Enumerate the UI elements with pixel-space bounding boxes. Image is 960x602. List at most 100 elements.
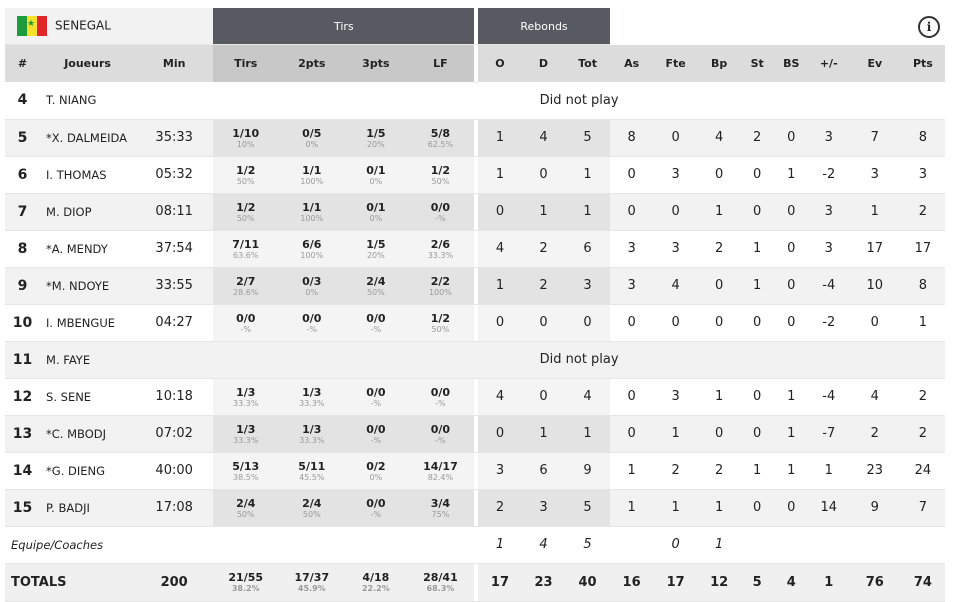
stat-cell: 10	[848, 267, 901, 305]
stat-cell: 1	[697, 526, 741, 564]
column-header[interactable]: Min	[135, 44, 214, 82]
shot-percentage: -%	[370, 324, 382, 334]
stat-cell: 74	[900, 562, 945, 602]
info-icon[interactable]: i	[918, 16, 940, 38]
stat-cell: 3	[521, 489, 566, 527]
player-name[interactable]: *C. MBODJ	[40, 415, 136, 453]
shot-made-attempted: 2/4	[302, 496, 322, 510]
player-row[interactable]: 4 T. NIANG Did not play	[5, 82, 945, 120]
shot-made-attempted: 0/0	[430, 385, 451, 399]
shot-percentage: -%	[435, 398, 446, 408]
stat-cell: 0	[521, 378, 566, 416]
shot-made-attempted: 1/2	[430, 163, 451, 177]
stat-cell: 0	[773, 267, 809, 305]
player-name[interactable]: T. NIANG	[40, 82, 136, 120]
shot-made-attempted: 1/5	[366, 237, 386, 251]
player-name[interactable]: *G. DIENG	[40, 452, 136, 490]
shot-cell: 21/55 38.2%	[213, 562, 279, 602]
player-minutes	[135, 341, 214, 379]
player-name[interactable]: M. FAYE	[40, 341, 136, 379]
shot-made-attempted: 1/2	[236, 200, 256, 214]
player-name[interactable]: S. SENE	[40, 378, 136, 416]
stat-cell: 1	[773, 378, 809, 416]
shot-cell: 1/3 33.3%	[213, 378, 279, 416]
stat-cell: 3	[848, 156, 901, 194]
column-header[interactable]: St	[740, 44, 774, 82]
column-header[interactable]: #	[5, 44, 41, 82]
shot-cell: 1/1 100%	[278, 193, 346, 231]
column-header[interactable]: 2pts	[278, 44, 346, 82]
player-row[interactable]: 14 *G. DIENG 40:00 5/13 38.5% 5/11 45.5% 0/2 0% 1…	[5, 452, 945, 490]
stat-cell: 0	[653, 526, 698, 564]
stat-cell: 3	[808, 119, 849, 157]
shot-cell: 1/3 33.3%	[213, 415, 279, 453]
shot-cell: 0/0 -%	[406, 415, 475, 453]
shot-made-attempted: 0/3	[302, 274, 322, 288]
player-name[interactable]: M. DIOP	[40, 193, 136, 231]
player-row[interactable]: 12 S. SENE 10:18 1/3 33.3% 1/3 33.3% 0/0 -% 0/0 -%…	[5, 378, 945, 416]
column-header[interactable]: Ev	[848, 44, 901, 82]
stat-cell: 2	[740, 119, 774, 157]
player-row[interactable]: 11 M. FAYE Did not play	[5, 341, 945, 379]
shot-cell: 1/2 50%	[213, 193, 279, 231]
stat-cell: 1	[740, 452, 774, 490]
column-header[interactable]: Tot	[565, 44, 610, 82]
shot-percentage: -%	[435, 213, 446, 223]
player-name[interactable]: *A. MENDY	[40, 230, 136, 268]
stat-cell: 0	[773, 193, 809, 231]
column-header[interactable]: As	[609, 44, 654, 82]
stat-cell	[773, 526, 809, 564]
player-row[interactable]: 15 P. BADJI 17:08 2/4 50% 2/4 50% 0/0 -% 3/4 75% 2 3…	[5, 489, 945, 527]
column-header[interactable]: O	[478, 44, 522, 82]
player-row[interactable]: 9 *M. NDOYE 33:55 2/7 28.6% 0/3 0% 2/4 50% 2/2 100…	[5, 267, 945, 305]
column-header[interactable]: Fte	[653, 44, 698, 82]
column-header[interactable]: BS	[773, 44, 809, 82]
player-name[interactable]: I. MBENGUE	[40, 304, 136, 342]
player-row[interactable]: 5 *X. DALMEIDA 35:33 1/10 10% 0/5 0% 1/5 20% 5/8 6…	[5, 119, 945, 157]
player-row[interactable]: 10 I. MBENGUE 04:27 0/0 -% 0/0 -% 0/0 -% 1/2 50% 0 0…	[5, 304, 945, 342]
shot-percentage: 38.2%	[231, 584, 260, 593]
shot-made-attempted: 7/11	[232, 237, 260, 251]
stat-cell: 76	[848, 562, 901, 602]
stat-cell	[808, 526, 849, 564]
player-row[interactable]: 7 M. DIOP 08:11 1/2 50% 1/1 100% 0/1 0% 0/0 -% 0 1 1 0…	[5, 193, 945, 231]
shot-cell: 0/0 -%	[213, 304, 279, 342]
player-row[interactable]: 13 *C. MBODJ 07:02 1/3 33.3% 1/3 33.3% 0/0 -% 0/0…	[5, 415, 945, 453]
shot-made-attempted: 2/7	[236, 274, 256, 288]
shot-made-attempted: 6/6	[302, 237, 322, 251]
stat-cell: 1	[565, 415, 610, 453]
shot-made-attempted: 1/2	[430, 311, 451, 325]
shot-percentage: 0%	[305, 139, 319, 149]
column-header[interactable]: Bp	[697, 44, 741, 82]
player-row[interactable]: 8 *A. MENDY 37:54 7/11 63.6% 6/6 100% 1/5 20% 2/6…	[5, 230, 945, 268]
stat-cell: 0	[609, 378, 654, 416]
player-number: 5	[5, 119, 41, 157]
player-row[interactable]: 6 I. THOMAS 05:32 1/2 50% 1/1 100% 0/1 0% 1/2 50% 1…	[5, 156, 945, 194]
column-header[interactable]: LF	[406, 44, 475, 82]
player-name[interactable]: *X. DALMEIDA	[40, 119, 136, 157]
column-header[interactable]: 3pts	[345, 44, 407, 82]
stat-cell: 0	[773, 119, 809, 157]
shot-made-attempted: 0/0	[236, 311, 256, 325]
stat-cell: 0	[478, 415, 522, 453]
column-header[interactable]: +/-	[808, 44, 849, 82]
shot-percentage: 50%	[431, 324, 450, 334]
column-header[interactable]: D	[521, 44, 566, 82]
player-number: 10	[5, 304, 41, 342]
shot-percentage: 33.3%	[427, 250, 454, 260]
column-header[interactable]: Joueurs	[40, 44, 136, 82]
player-number: 8	[5, 230, 41, 268]
shot-made-attempted: 2/4	[236, 496, 256, 510]
stat-cell: 2	[900, 415, 945, 453]
player-name[interactable]: I. THOMAS	[40, 156, 136, 194]
shot-cell: 3/4 75%	[406, 489, 475, 527]
player-name[interactable]: P. BADJI	[40, 489, 136, 527]
column-header[interactable]: Tirs	[213, 44, 279, 82]
player-name[interactable]: *M. NDOYE	[40, 267, 136, 305]
shot-cell: 17/37 45.9%	[278, 562, 346, 602]
shot-percentage: 28.6%	[233, 287, 259, 297]
column-header[interactable]: Pts	[900, 44, 945, 82]
stat-cell: 17	[478, 562, 522, 602]
stat-cell: 3	[609, 230, 654, 268]
stat-cell: 0	[478, 193, 522, 231]
